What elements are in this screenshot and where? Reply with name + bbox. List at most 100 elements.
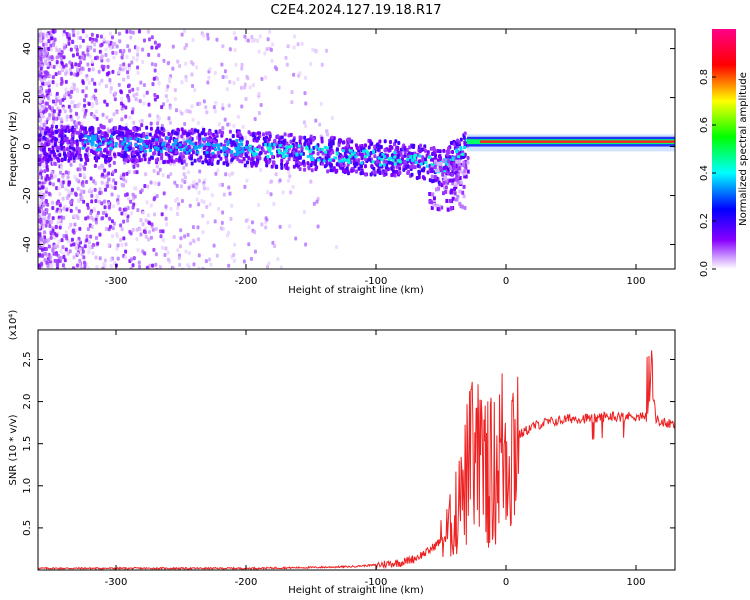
spectrogram-band-cell bbox=[376, 163, 380, 168]
spectrogram-noise-cell bbox=[62, 206, 66, 211]
spectrogram-band-cell bbox=[342, 169, 346, 174]
spectrogram-noise-cell bbox=[117, 70, 121, 75]
spectrogram-noise-cell bbox=[93, 42, 97, 47]
spectrogram-noise-cell bbox=[58, 209, 62, 214]
spectrogram-noise-cell bbox=[69, 200, 73, 205]
spectrogram-band-cell bbox=[57, 146, 61, 151]
spectrogram-noise-cell bbox=[78, 247, 82, 252]
spectrogram-band-cell bbox=[143, 157, 147, 162]
spectrogram-noise-cell bbox=[232, 31, 236, 36]
spectrogram-noise-cell bbox=[150, 62, 154, 67]
spectrogram-band-cell bbox=[142, 133, 146, 138]
spectrogram-noise-cell bbox=[126, 218, 130, 223]
spectrogram-noise-cell bbox=[212, 105, 216, 110]
spectrogram-band-cell bbox=[375, 160, 379, 165]
spectrogram-noise-cell bbox=[178, 244, 182, 249]
spectrogram-hot-cell bbox=[109, 140, 113, 144]
spectrogram-noise-cell bbox=[263, 51, 267, 56]
spectrogram-hot-cell bbox=[253, 147, 257, 151]
spectrogram-noise-cell bbox=[175, 183, 179, 188]
spectrogram-noise-cell bbox=[152, 168, 156, 173]
spectrogram-band-cell bbox=[388, 160, 392, 165]
spectrogram-noise-cell bbox=[124, 179, 128, 184]
spectrogram-tail-cell bbox=[451, 196, 455, 201]
spectrogram-y-label: Frequency (Hz) bbox=[8, 111, 19, 187]
spectrogram-noise-cell bbox=[157, 53, 161, 58]
spectrogram-noise-cell bbox=[46, 81, 50, 86]
spectrogram-band-cell bbox=[62, 151, 66, 156]
spectrogram-noise-cell bbox=[129, 257, 133, 262]
spectrogram-tail-cell bbox=[462, 194, 466, 199]
spectrogram-band-cell bbox=[463, 131, 467, 136]
spectrogram-band-cell bbox=[100, 124, 104, 129]
spectrogram-noise-cell bbox=[73, 222, 77, 227]
spectrogram-noise-cell bbox=[52, 120, 56, 125]
spectrogram-noise-cell bbox=[61, 106, 65, 111]
spectrogram-noise-cell bbox=[60, 238, 64, 243]
spectrogram-band-cell bbox=[51, 135, 55, 140]
spectrogram-noise-cell bbox=[59, 256, 63, 261]
spectrogram-band-cell bbox=[189, 136, 193, 141]
spectrogram-noise-cell bbox=[315, 49, 319, 54]
spectrogram-noise-cell bbox=[98, 256, 102, 261]
spectrogram-noise-cell bbox=[45, 165, 49, 170]
spectrogram-hot-cell bbox=[324, 150, 328, 154]
spectrogram-noise-cell bbox=[111, 226, 115, 231]
spectrogram-band-cell bbox=[323, 164, 327, 169]
spectrogram-noise-cell bbox=[251, 38, 255, 43]
spectrogram-noise-cell bbox=[52, 64, 56, 69]
spectrogram-band-cell bbox=[145, 125, 149, 130]
spectrogram-band-cell bbox=[391, 172, 395, 177]
spectrogram-band-cell bbox=[355, 145, 359, 150]
spectrogram-band-cell bbox=[316, 151, 320, 156]
spectrogram-hot-cell bbox=[217, 146, 221, 150]
spectrogram-band-cell bbox=[158, 138, 162, 143]
spectrogram-hot-cell bbox=[406, 158, 410, 162]
spectrogram-noise-cell bbox=[126, 70, 130, 75]
spectrogram-noise-cell bbox=[54, 225, 58, 230]
spectrogram-band-cell bbox=[298, 135, 302, 140]
spectrogram-noise-cell bbox=[66, 189, 70, 194]
spectrogram-noise-cell bbox=[213, 219, 217, 224]
spectrogram-noise-cell bbox=[224, 74, 228, 79]
spectrogram-noise-cell bbox=[184, 74, 188, 79]
spectrogram-band-cell bbox=[438, 157, 442, 162]
spectrogram-noise-cell bbox=[136, 87, 140, 92]
spectrogram-band-cell bbox=[70, 152, 74, 157]
spectrogram-hot-cell bbox=[138, 145, 142, 149]
spectrogram-hot-cell bbox=[328, 158, 332, 162]
spectrogram-noise-cell bbox=[55, 233, 59, 238]
spectrogram-noise-cell bbox=[168, 105, 172, 110]
spectrogram-tail-cell bbox=[463, 168, 467, 173]
spectrogram-band-cell bbox=[63, 125, 67, 130]
spectrogram-noise-cell bbox=[127, 66, 131, 71]
spectrogram-noise-cell bbox=[177, 202, 181, 207]
spectrogram-noise-cell bbox=[270, 58, 274, 63]
spectrogram-band-cell bbox=[411, 164, 415, 169]
spectrogram-noise-cell bbox=[64, 267, 68, 269]
spectrogram-noise-cell bbox=[122, 219, 126, 224]
spectrogram-noise-cell bbox=[129, 231, 133, 236]
spectrogram-noise-cell bbox=[40, 254, 44, 259]
spectrogram-noise-cell bbox=[201, 266, 205, 269]
spectrogram-noise-cell bbox=[55, 55, 59, 60]
spectrogram-hot-cell bbox=[94, 143, 98, 147]
spectrogram-noise-cell bbox=[264, 216, 268, 221]
spectrogram-band-cell bbox=[189, 156, 193, 161]
spectrogram-noise-cell bbox=[243, 184, 247, 189]
spectrogram-noise-cell bbox=[153, 181, 157, 186]
spectrogram-band-cell bbox=[287, 156, 291, 161]
spectrogram-noise-cell bbox=[196, 120, 200, 125]
spectrogram-noise-cell bbox=[62, 255, 66, 260]
spectrogram-band-cell bbox=[383, 139, 387, 144]
spectrogram-noise-cell bbox=[215, 253, 219, 258]
spectrogram-noise-cell bbox=[156, 94, 160, 99]
spectrogram-hot-cell bbox=[372, 150, 376, 154]
spectrogram-noise-cell bbox=[187, 185, 191, 190]
spectrogram-hot-cell bbox=[114, 144, 118, 148]
spectrogram-band-cell bbox=[243, 163, 247, 168]
spectrogram-noise-cell bbox=[38, 51, 42, 56]
spectrogram-hot-cell bbox=[188, 148, 192, 152]
spectrogram-hot-cell bbox=[234, 146, 238, 150]
spectrogram-hot-cell bbox=[200, 143, 204, 147]
